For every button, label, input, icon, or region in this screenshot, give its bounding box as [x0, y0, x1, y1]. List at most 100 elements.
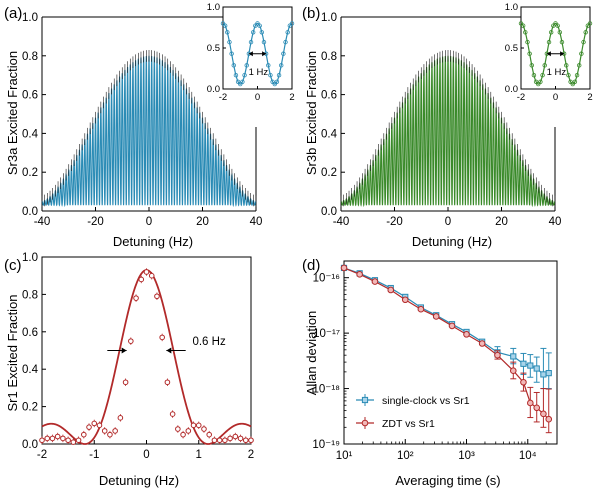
inset-x-tick-label: 0 [553, 92, 558, 103]
inset-point [533, 79, 539, 84]
inset-point [229, 51, 234, 56]
inset-point [287, 23, 293, 28]
inset-point [523, 30, 528, 35]
data-point [206, 431, 212, 438]
y-tick-label: 1.0 [22, 252, 38, 264]
inset-point [244, 63, 249, 68]
x-tick-label: 10¹ [336, 450, 353, 462]
inset-fringe-series [520, 22, 591, 85]
data-point [242, 437, 249, 444]
inset-point [248, 39, 254, 45]
inset-fringe-series [222, 22, 293, 85]
inset-arrowhead-right [560, 51, 565, 57]
series-1-point [540, 410, 547, 418]
series-0-point [520, 360, 527, 367]
y-tick-label: 0.6 [321, 90, 337, 102]
y-tick-label: 0.6 [22, 90, 38, 102]
legend-marker [361, 396, 369, 404]
inset-x-tick-label: 0 [255, 92, 260, 103]
data-point [159, 334, 165, 341]
x-tick-label: 0 [445, 216, 451, 228]
series-1-point [387, 286, 395, 294]
inset-point [261, 39, 267, 45]
data-point [169, 411, 176, 417]
panel-c-ylabel: Sr1 Excited Fraction [5, 294, 20, 411]
panel-a-ylabel: Sr3a Excited Fraction [5, 51, 20, 175]
inset-point [283, 39, 288, 45]
x-tick-label: 40 [250, 216, 263, 228]
data-point [133, 295, 139, 301]
inset-point [227, 39, 232, 45]
inset-point [572, 79, 578, 84]
y-tick-label: 0.4 [22, 128, 39, 140]
y-tick-label: 0.0 [321, 206, 337, 218]
inset-point [272, 81, 277, 87]
inset-x-tick-label: -2 [219, 92, 227, 103]
inset-point [542, 63, 547, 68]
inset-point [289, 21, 295, 26]
y-tick-label: 10⁻¹⁹ [312, 439, 340, 451]
data-point [44, 435, 51, 442]
x-tick-label: 20 [495, 216, 508, 228]
fwhm-annotation: 0.6 Hz [192, 336, 225, 348]
inset-point [546, 39, 552, 45]
x-tick-label: -20 [87, 216, 104, 228]
panel-c-label: (c) [4, 257, 22, 274]
panel-a-xlabel: Detuning (Hz) [113, 234, 193, 249]
y-tick-label: 0.0 [22, 439, 38, 451]
data-point [81, 431, 87, 438]
inset-point [587, 21, 593, 26]
panel-c: (c) Sr1 Excited Fraction Detuning (Hz) -… [4, 252, 254, 488]
series-1-point [478, 340, 486, 347]
y-tick-label: 0.4 [22, 364, 39, 376]
inset-point [557, 30, 563, 35]
data-point [70, 439, 77, 445]
data-point [222, 437, 228, 444]
x-tick-label: -1 [89, 449, 99, 461]
data-point [232, 433, 239, 440]
series-0-point [533, 365, 540, 372]
series-1-point [340, 264, 348, 272]
data-point [91, 420, 98, 427]
inset-point [583, 30, 588, 35]
series-1-point [448, 322, 456, 330]
series-1-point [371, 278, 379, 285]
plot-frame [343, 260, 558, 445]
data-point [175, 426, 181, 432]
panel-b: (b) Sr3b Excited Fraction Detuning (Hz) … [302, 2, 593, 249]
inset-point [566, 72, 571, 78]
rabi-fit-line [41, 269, 252, 445]
panel-d-label: (d) [302, 257, 320, 274]
inset-point [529, 63, 534, 68]
inset-point [225, 30, 230, 35]
inset-point [518, 21, 524, 26]
inset-point [531, 72, 537, 78]
data-point [75, 437, 82, 444]
inset-arrowhead-left [248, 51, 253, 57]
series-0-point [540, 371, 547, 378]
inset-y-tick-label: 1.0 [505, 2, 518, 13]
inset-y-tick-label: 0.5 [207, 43, 220, 54]
data-point [180, 431, 186, 438]
data-point [39, 437, 45, 444]
data-point [248, 437, 254, 444]
series-0-point [527, 362, 534, 369]
series-1-point [533, 404, 541, 412]
y-tick-label: 10⁻¹⁷ [313, 328, 340, 340]
x-tick-label: 1 [196, 449, 202, 461]
panel-b-ylabel: Sr3b Excited Fraction [304, 51, 319, 175]
data-point [49, 435, 56, 442]
series-1-point [417, 305, 425, 313]
inset-point [570, 81, 575, 87]
y-tick-label: 10⁻¹⁶ [313, 273, 341, 285]
series-0-point [510, 353, 517, 360]
panel-d: (d) Allan deviation Averaging time (s) 1… [302, 257, 558, 488]
legend-label: ZDT vs Sr1 [382, 418, 435, 430]
data-point [195, 422, 202, 429]
inset-annotation: 1 Hz [249, 67, 269, 78]
inset-x-tick-label: -2 [517, 92, 525, 103]
panel-d-xlabel: Averaging time (s) [395, 473, 500, 488]
y-tick-label: 0.8 [22, 289, 38, 301]
inset-point [255, 21, 260, 26]
